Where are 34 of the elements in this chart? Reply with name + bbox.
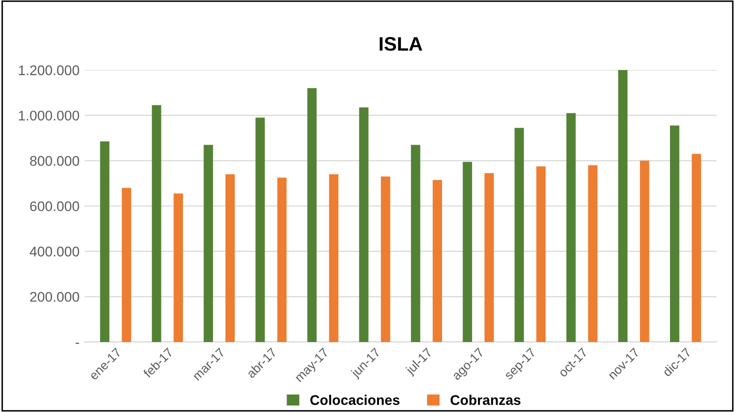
bar <box>152 105 162 342</box>
y-tick-label: 200.000 <box>30 292 80 302</box>
legend-label: Cobranzas <box>450 394 520 405</box>
bar <box>514 128 524 342</box>
bar <box>225 174 235 342</box>
bar <box>692 154 702 342</box>
bar <box>618 70 628 342</box>
bar <box>536 166 546 342</box>
bar <box>484 173 494 342</box>
y-tick-label: 600.000 <box>30 201 80 212</box>
bar <box>588 165 598 342</box>
bar <box>277 178 287 342</box>
y-tick-label: 1.000.000 <box>18 110 80 121</box>
bar <box>307 88 317 342</box>
legend-label: Colocaciones <box>310 394 400 405</box>
bar <box>359 107 368 342</box>
bar <box>640 160 650 342</box>
y-tick-label: 400.000 <box>30 246 80 256</box>
bar <box>122 188 132 342</box>
chart-title: ISLA <box>380 37 422 51</box>
bar <box>174 194 183 342</box>
y-tick-label: 1.200.000 <box>18 65 80 76</box>
bar <box>329 174 338 342</box>
bar <box>256 118 265 342</box>
bar <box>380 176 390 342</box>
bar <box>204 144 214 342</box>
bar <box>670 126 680 342</box>
bar <box>410 144 420 342</box>
y-tick-label: 800.000 <box>30 156 80 166</box>
bar <box>566 113 576 342</box>
bar <box>432 180 442 342</box>
bar <box>462 162 472 342</box>
y-tick-label: - <box>76 342 80 344</box>
bar <box>100 141 110 342</box>
